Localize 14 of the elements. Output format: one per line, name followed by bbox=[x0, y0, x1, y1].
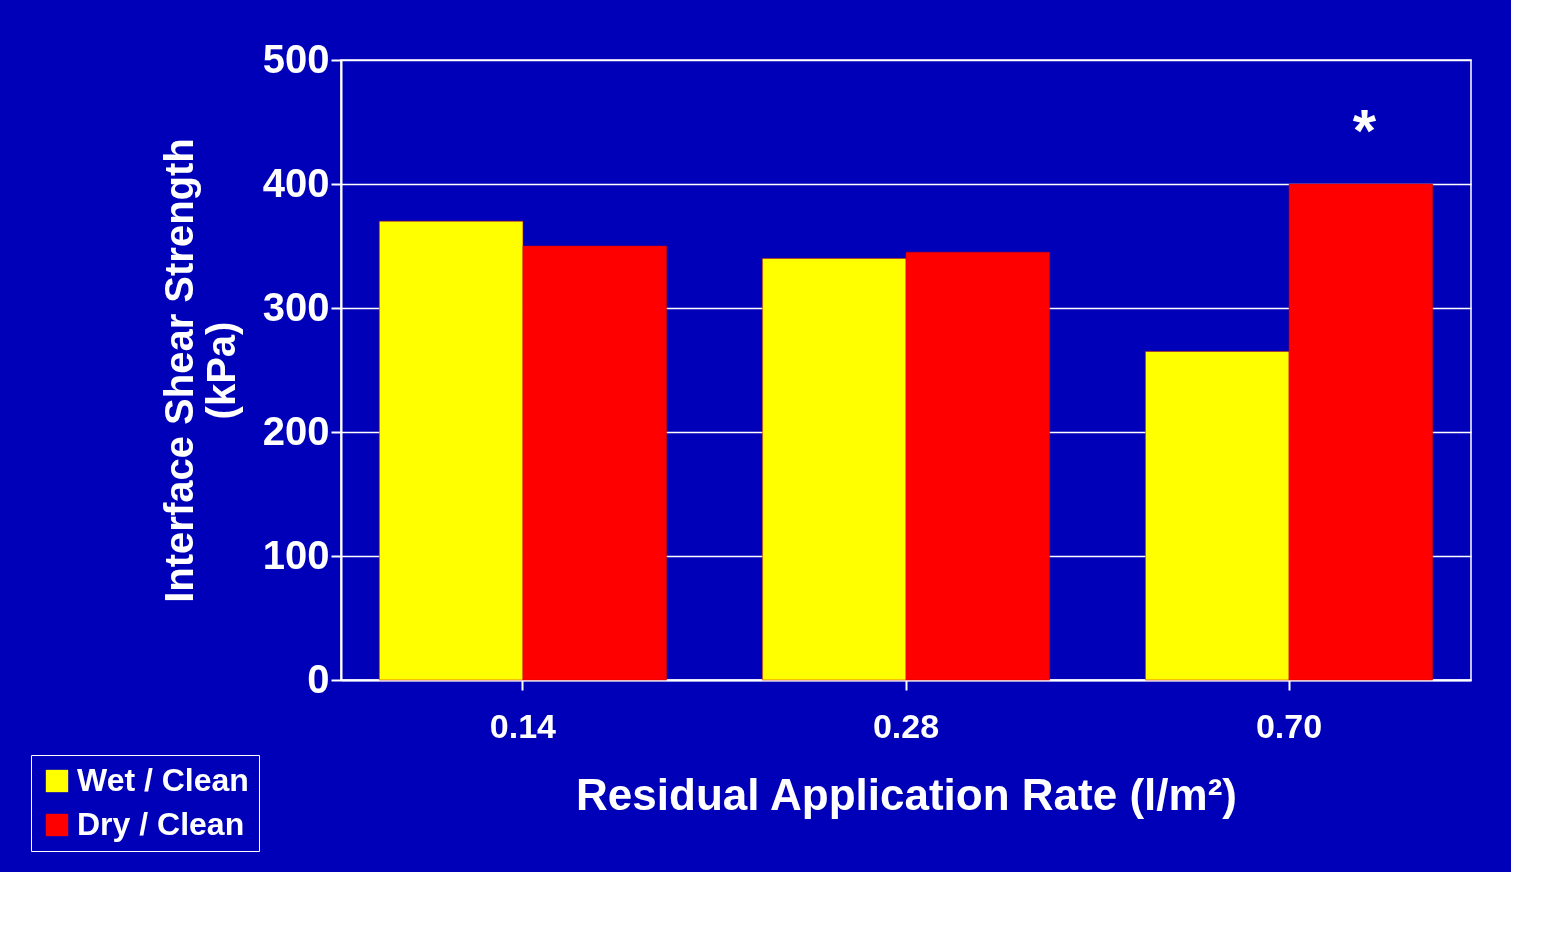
y-tick-label: 500 bbox=[262, 36, 330, 81]
x-tick-label: 0.70 bbox=[1255, 706, 1323, 745]
x-tick-label: 0.14 bbox=[489, 706, 557, 745]
x-axis-title: Residual Application Rate (l/m²) bbox=[576, 769, 1237, 819]
y-tick-label: 100 bbox=[262, 532, 330, 577]
y-tick-label: 400 bbox=[262, 160, 330, 205]
annotation: * bbox=[1352, 97, 1377, 164]
x-tick-label: 0.28 bbox=[872, 706, 940, 745]
y-tick-label: 0 bbox=[307, 656, 330, 701]
legend-label: Wet / Clean bbox=[77, 762, 249, 798]
y-axis-title: Interface Shear Strength (kPa) bbox=[156, 138, 243, 603]
y-tick-label: 200 bbox=[262, 408, 330, 453]
y-tick-label: 300 bbox=[262, 284, 330, 329]
legend-label: Dry / Clean bbox=[77, 806, 245, 842]
